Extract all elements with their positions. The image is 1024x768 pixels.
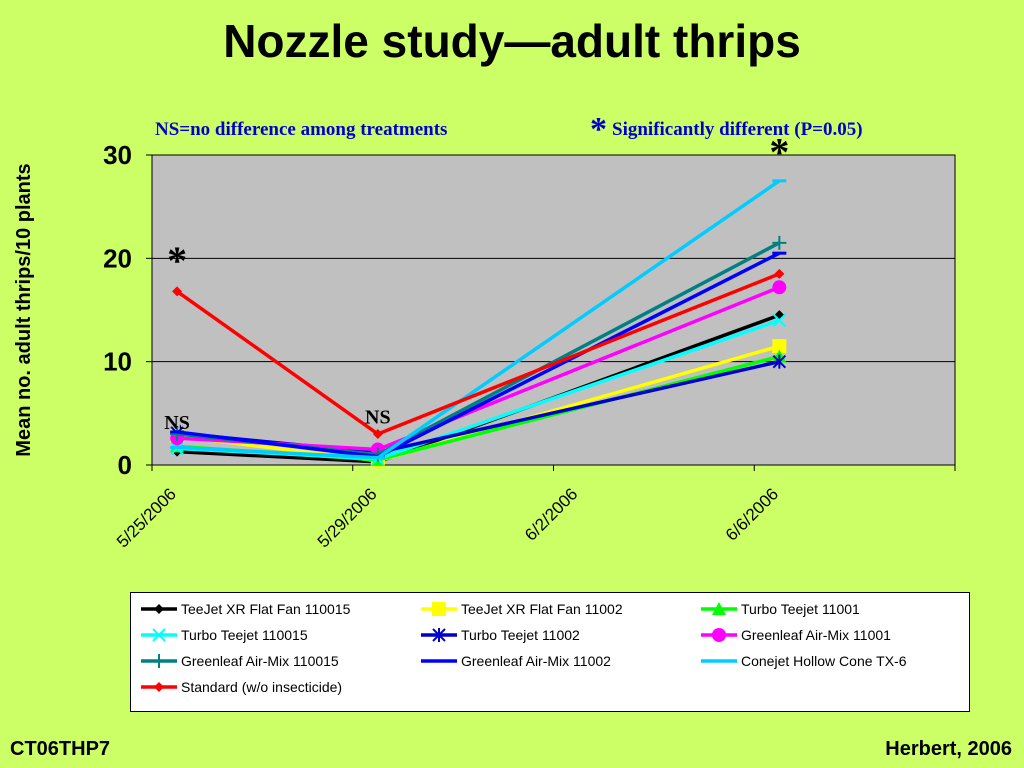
x-tick-label: 5/29/2006 [314, 484, 381, 551]
x-tick-label: 5/25/2006 [113, 484, 180, 551]
ns-label: NS [365, 407, 391, 429]
legend-item: Turbo Teejet 110015 [139, 625, 419, 645]
footer-code: CT06THP7 [10, 738, 111, 760]
series-marker [154, 682, 164, 692]
legend-swatch [141, 654, 177, 668]
legend-item: Standard (w/o insecticide) [139, 677, 419, 697]
y-tick-label: 30 [103, 140, 132, 170]
y-tick-label: 20 [103, 243, 132, 273]
line-chart: 0 10 20 30 5/25/2006 5/29/2006 6/2/2006 6/6/200… [13, 111, 956, 551]
legend-swatch [421, 602, 457, 616]
legend-item: Greenleaf Air-Mix 11001 [699, 625, 969, 645]
ns-note: NS=no difference among treatments [155, 119, 447, 140]
legend-item: Turbo Teejet 11001 [699, 599, 969, 619]
series-9 [172, 268, 785, 439]
series-marker [712, 602, 726, 615]
x-tick-label: 6/2/2006 [521, 484, 581, 544]
legend-item: Greenleaf Air-Mix 110015 [139, 651, 419, 671]
legend-label: Standard (w/o insecticide) [181, 679, 343, 695]
ns-label: NS [164, 412, 190, 434]
y-tick-label: 0 [118, 450, 132, 480]
legend-item: Conejet Hollow Cone TX-6 [699, 651, 969, 671]
legend-swatch [701, 602, 737, 615]
legend-swatch [421, 659, 457, 663]
legend-item: Turbo Teejet 11002 [419, 625, 699, 645]
chart-legend: TeeJet XR Flat Fan 110015 TeeJet XR Flat … [130, 592, 970, 712]
legend-item: TeeJet XR Flat Fan 11002 [419, 599, 699, 619]
series-marker [772, 339, 787, 354]
legend-label: Turbo Teejet 11002 [461, 627, 580, 643]
series-marker [432, 628, 446, 642]
legend-label: Greenleaf Air-Mix 11001 [741, 627, 891, 643]
series-layer [170, 179, 787, 468]
labels: Mean no. adult thrips/10 plants NS=no di… [13, 111, 863, 457]
series-marker [772, 354, 787, 369]
significance-star: * [590, 111, 607, 148]
legend-label: TeeJet XR Flat Fan 11002 [461, 601, 623, 617]
significance-marker: * [167, 238, 187, 283]
significance-note: Significantly different (P=0.05) [612, 119, 863, 140]
series-marker [152, 654, 166, 668]
legend-swatch [421, 628, 457, 642]
footer-credit: Herbert, 2006 [885, 738, 1012, 760]
y-tick-label: 10 [103, 347, 132, 377]
series-marker [432, 602, 446, 616]
page-title: Nozzle study—adult thrips [223, 15, 801, 67]
legend-label: TeeJet XR Flat Fan 110015 [181, 601, 351, 617]
legend-label: Turbo Teejet 110015 [181, 627, 308, 643]
series-marker [152, 628, 166, 642]
series-marker [372, 429, 383, 439]
series-marker [774, 268, 785, 279]
legend-swatch [141, 682, 177, 692]
legend-item: Greenleaf Air-Mix 11002 [419, 651, 699, 671]
series-marker [772, 280, 787, 295]
series-marker [772, 235, 787, 250]
plot-area [151, 154, 956, 466]
legend-label: Greenleaf Air-Mix 11002 [461, 653, 611, 669]
legend-label: Turbo Teejet 11001 [741, 601, 860, 617]
series-marker [154, 604, 164, 614]
y-axis-label: Mean no. adult thrips/10 plants [13, 163, 35, 456]
legend-label: Conejet Hollow Cone TX-6 [741, 653, 907, 669]
series-marker [172, 286, 183, 297]
legend-item: TeeJet XR Flat Fan 110015 [139, 599, 419, 619]
x-tick-label: 6/6/2006 [722, 484, 782, 544]
legend-swatch [141, 628, 177, 642]
legend-label: Greenleaf Air-Mix 110015 [181, 653, 339, 669]
series-8 [170, 179, 787, 460]
significance-marker: * [769, 129, 789, 174]
series-marker [772, 313, 787, 328]
series-marker [712, 628, 726, 642]
legend-swatch [701, 659, 737, 663]
legend-swatch [141, 604, 177, 614]
legend-swatch [701, 628, 737, 642]
